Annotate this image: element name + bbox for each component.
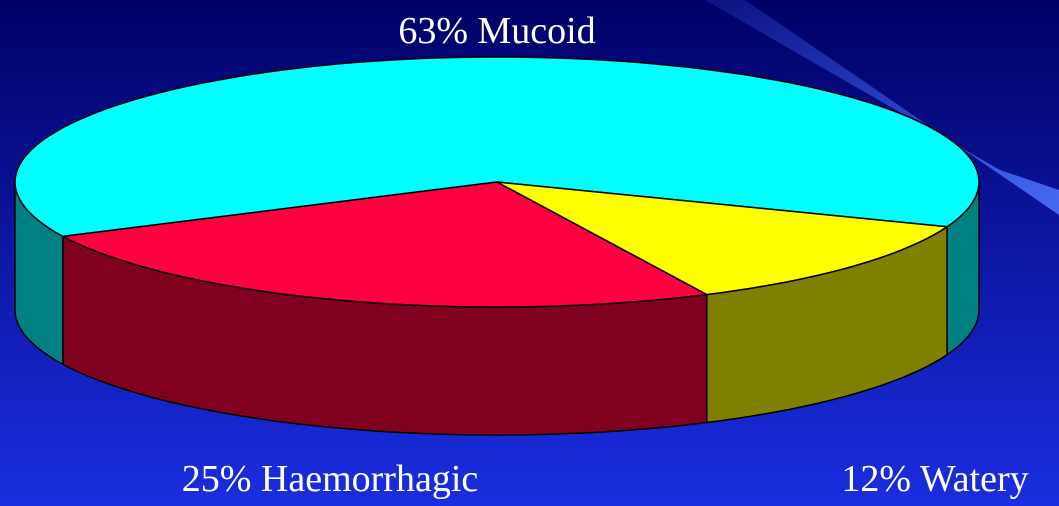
- category-label: Haemorrhagic: [261, 458, 478, 500]
- slice-label: 63% Mucoid: [398, 10, 595, 52]
- category-label: Watery: [920, 458, 1029, 500]
- value-label: 12%: [841, 458, 911, 500]
- slice-label: 12% Watery: [841, 458, 1028, 500]
- category-label: Mucoid: [477, 10, 595, 52]
- slice-label: 25% Haemorrhagic: [182, 458, 479, 500]
- value-label: 63%: [398, 10, 468, 52]
- pie-slice: [496, 181, 950, 296]
- labels: 63% Mucoid 25% Haemorrhagic 12% Watery: [182, 10, 1029, 500]
- pie-slice: [60, 181, 710, 308]
- pie: [14, 56, 980, 436]
- value-label: 25%: [182, 458, 252, 500]
- pie-slice: [14, 56, 980, 238]
